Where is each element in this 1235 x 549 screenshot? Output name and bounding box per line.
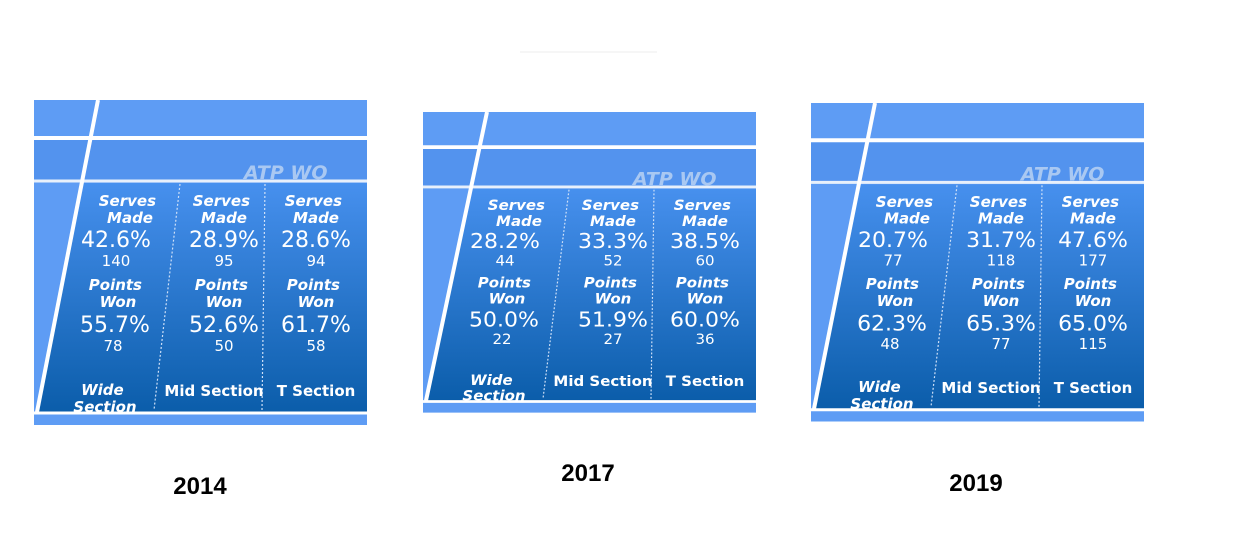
points-count: 48 xyxy=(880,335,899,353)
points-label: Points Won xyxy=(676,276,734,307)
zone-name: Mid Section xyxy=(164,382,263,400)
serves-pct: 28.6% xyxy=(281,228,351,253)
points-pct: 61.7% xyxy=(281,313,351,338)
zone-name: T Section xyxy=(1054,379,1133,397)
year: 2017 xyxy=(561,460,614,487)
zone-name: Wide Section xyxy=(73,381,136,416)
zone-name: Wide Section xyxy=(462,373,525,404)
points-pct: 65.0% xyxy=(1058,312,1128,337)
zone-name: Mid Section xyxy=(941,379,1040,397)
serves-count: 77 xyxy=(883,252,902,270)
serves-label: Serves Made xyxy=(285,192,347,227)
year: 2014 xyxy=(173,473,227,500)
serves-count: 44 xyxy=(495,254,514,269)
zone-name: Wide Section xyxy=(850,378,913,412)
serves-pct: 28.9% xyxy=(189,228,259,253)
points-label: Points Won xyxy=(287,276,345,311)
serves-pct: 42.6% xyxy=(81,228,151,253)
watermark: ATP WO xyxy=(631,170,717,190)
points-label: Points Won xyxy=(478,276,536,307)
watermark: ATP WO xyxy=(1019,165,1104,186)
zone-divider xyxy=(1038,185,1043,407)
points-label: Points Won xyxy=(972,275,1030,309)
zone-divider xyxy=(153,183,181,411)
serves-label: Serves Made xyxy=(99,192,161,227)
serves-label: Serves Made xyxy=(488,199,550,230)
points-label: Points Won xyxy=(866,275,924,309)
points-pct: 60.0% xyxy=(670,307,740,331)
court-line xyxy=(35,99,100,413)
court-line xyxy=(812,102,877,410)
serves-label: Serves Made xyxy=(674,199,736,230)
zone-divider xyxy=(542,189,570,399)
year: 2019 xyxy=(949,470,1002,497)
points-pct: 50.0% xyxy=(469,307,539,331)
points-count: 36 xyxy=(695,333,714,348)
serves-count: 94 xyxy=(306,252,325,270)
points-label: Points Won xyxy=(195,276,253,311)
points-count: 77 xyxy=(991,335,1010,353)
serves-count: 60 xyxy=(695,254,714,269)
points-count: 115 xyxy=(1079,335,1108,353)
points-label: Points Won xyxy=(89,276,147,311)
serves-count: 118 xyxy=(987,252,1016,270)
points-count: 58 xyxy=(306,337,325,355)
serves-label: Serves Made xyxy=(582,199,644,230)
service-box xyxy=(426,188,756,401)
serves-pct: 20.7% xyxy=(858,228,928,253)
serves-count: 177 xyxy=(1079,252,1108,270)
points-pct: 55.7% xyxy=(80,313,150,338)
zone-name: Mid Section xyxy=(553,374,652,389)
points-pct: 62.3% xyxy=(857,312,927,337)
service-box xyxy=(814,184,1144,409)
points-label: Points Won xyxy=(584,276,642,307)
serves-count: 95 xyxy=(214,252,233,270)
serves-label: Serves Made xyxy=(1062,193,1124,227)
serves-pct: 28.2% xyxy=(470,229,540,253)
serves-label: Serves Made xyxy=(970,193,1032,227)
zone-divider xyxy=(930,185,958,407)
points-count: 50 xyxy=(214,337,233,355)
serves-pct: 47.6% xyxy=(1058,228,1128,253)
points-count: 78 xyxy=(103,337,122,355)
points-label: Points Won xyxy=(1064,275,1122,309)
service-box xyxy=(37,183,367,412)
points-count: 27 xyxy=(603,333,622,348)
serves-pct: 38.5% xyxy=(670,229,740,253)
zone-divider xyxy=(650,189,655,399)
points-pct: 65.3% xyxy=(966,312,1036,337)
points-pct: 52.6% xyxy=(189,313,259,338)
serves-count: 52 xyxy=(603,254,622,269)
points-pct: 51.9% xyxy=(578,307,648,331)
serves-pct: 31.7% xyxy=(966,228,1036,253)
zone-name: T Section xyxy=(666,374,745,389)
serves-pct: 33.3% xyxy=(578,229,648,253)
zone-divider xyxy=(261,183,266,411)
points-count: 22 xyxy=(492,333,511,348)
court-line xyxy=(424,111,489,401)
serves-label: Serves Made xyxy=(876,193,938,227)
zone-name: T Section xyxy=(277,382,356,400)
watermark: ATP WO xyxy=(242,162,328,184)
serves-count: 140 xyxy=(102,252,131,270)
serves-label: Serves Made xyxy=(193,192,255,227)
